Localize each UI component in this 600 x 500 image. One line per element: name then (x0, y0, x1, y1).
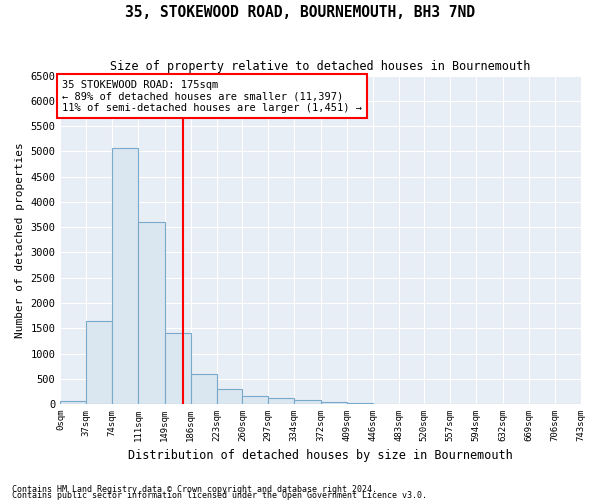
Bar (191, 374, 217, 404)
Text: 35 STOKEWOOD ROAD: 175sqm
← 89% of detached houses are smaller (11,397)
11% of s: 35 STOKEWOOD ROAD: 175sqm ← 89% of detac… (62, 80, 362, 113)
Bar (321, 402, 347, 404)
Bar (165, 334, 191, 404)
Bar (294, 400, 321, 404)
Text: 35, STOKEWOOD ROAD, BOURNEMOUTH, BH3 7ND: 35, STOKEWOOD ROAD, BOURNEMOUTH, BH3 7ND (125, 5, 475, 20)
Text: Contains HM Land Registry data © Crown copyright and database right 2024.: Contains HM Land Registry data © Crown c… (12, 486, 377, 494)
Bar (112, 148, 138, 404)
Bar (242, 396, 268, 404)
Bar (268, 398, 294, 404)
Bar (61, 400, 86, 404)
X-axis label: Distribution of detached houses by size in Bournemouth: Distribution of detached houses by size … (128, 450, 513, 462)
Bar (86, 321, 112, 404)
Bar (217, 390, 242, 404)
Y-axis label: Number of detached properties: Number of detached properties (15, 142, 25, 338)
Title: Size of property relative to detached houses in Bournemouth: Size of property relative to detached ho… (110, 60, 530, 73)
Bar (347, 403, 373, 404)
Text: Contains public sector information licensed under the Open Government Licence v3: Contains public sector information licen… (12, 492, 427, 500)
Bar (138, 222, 165, 404)
